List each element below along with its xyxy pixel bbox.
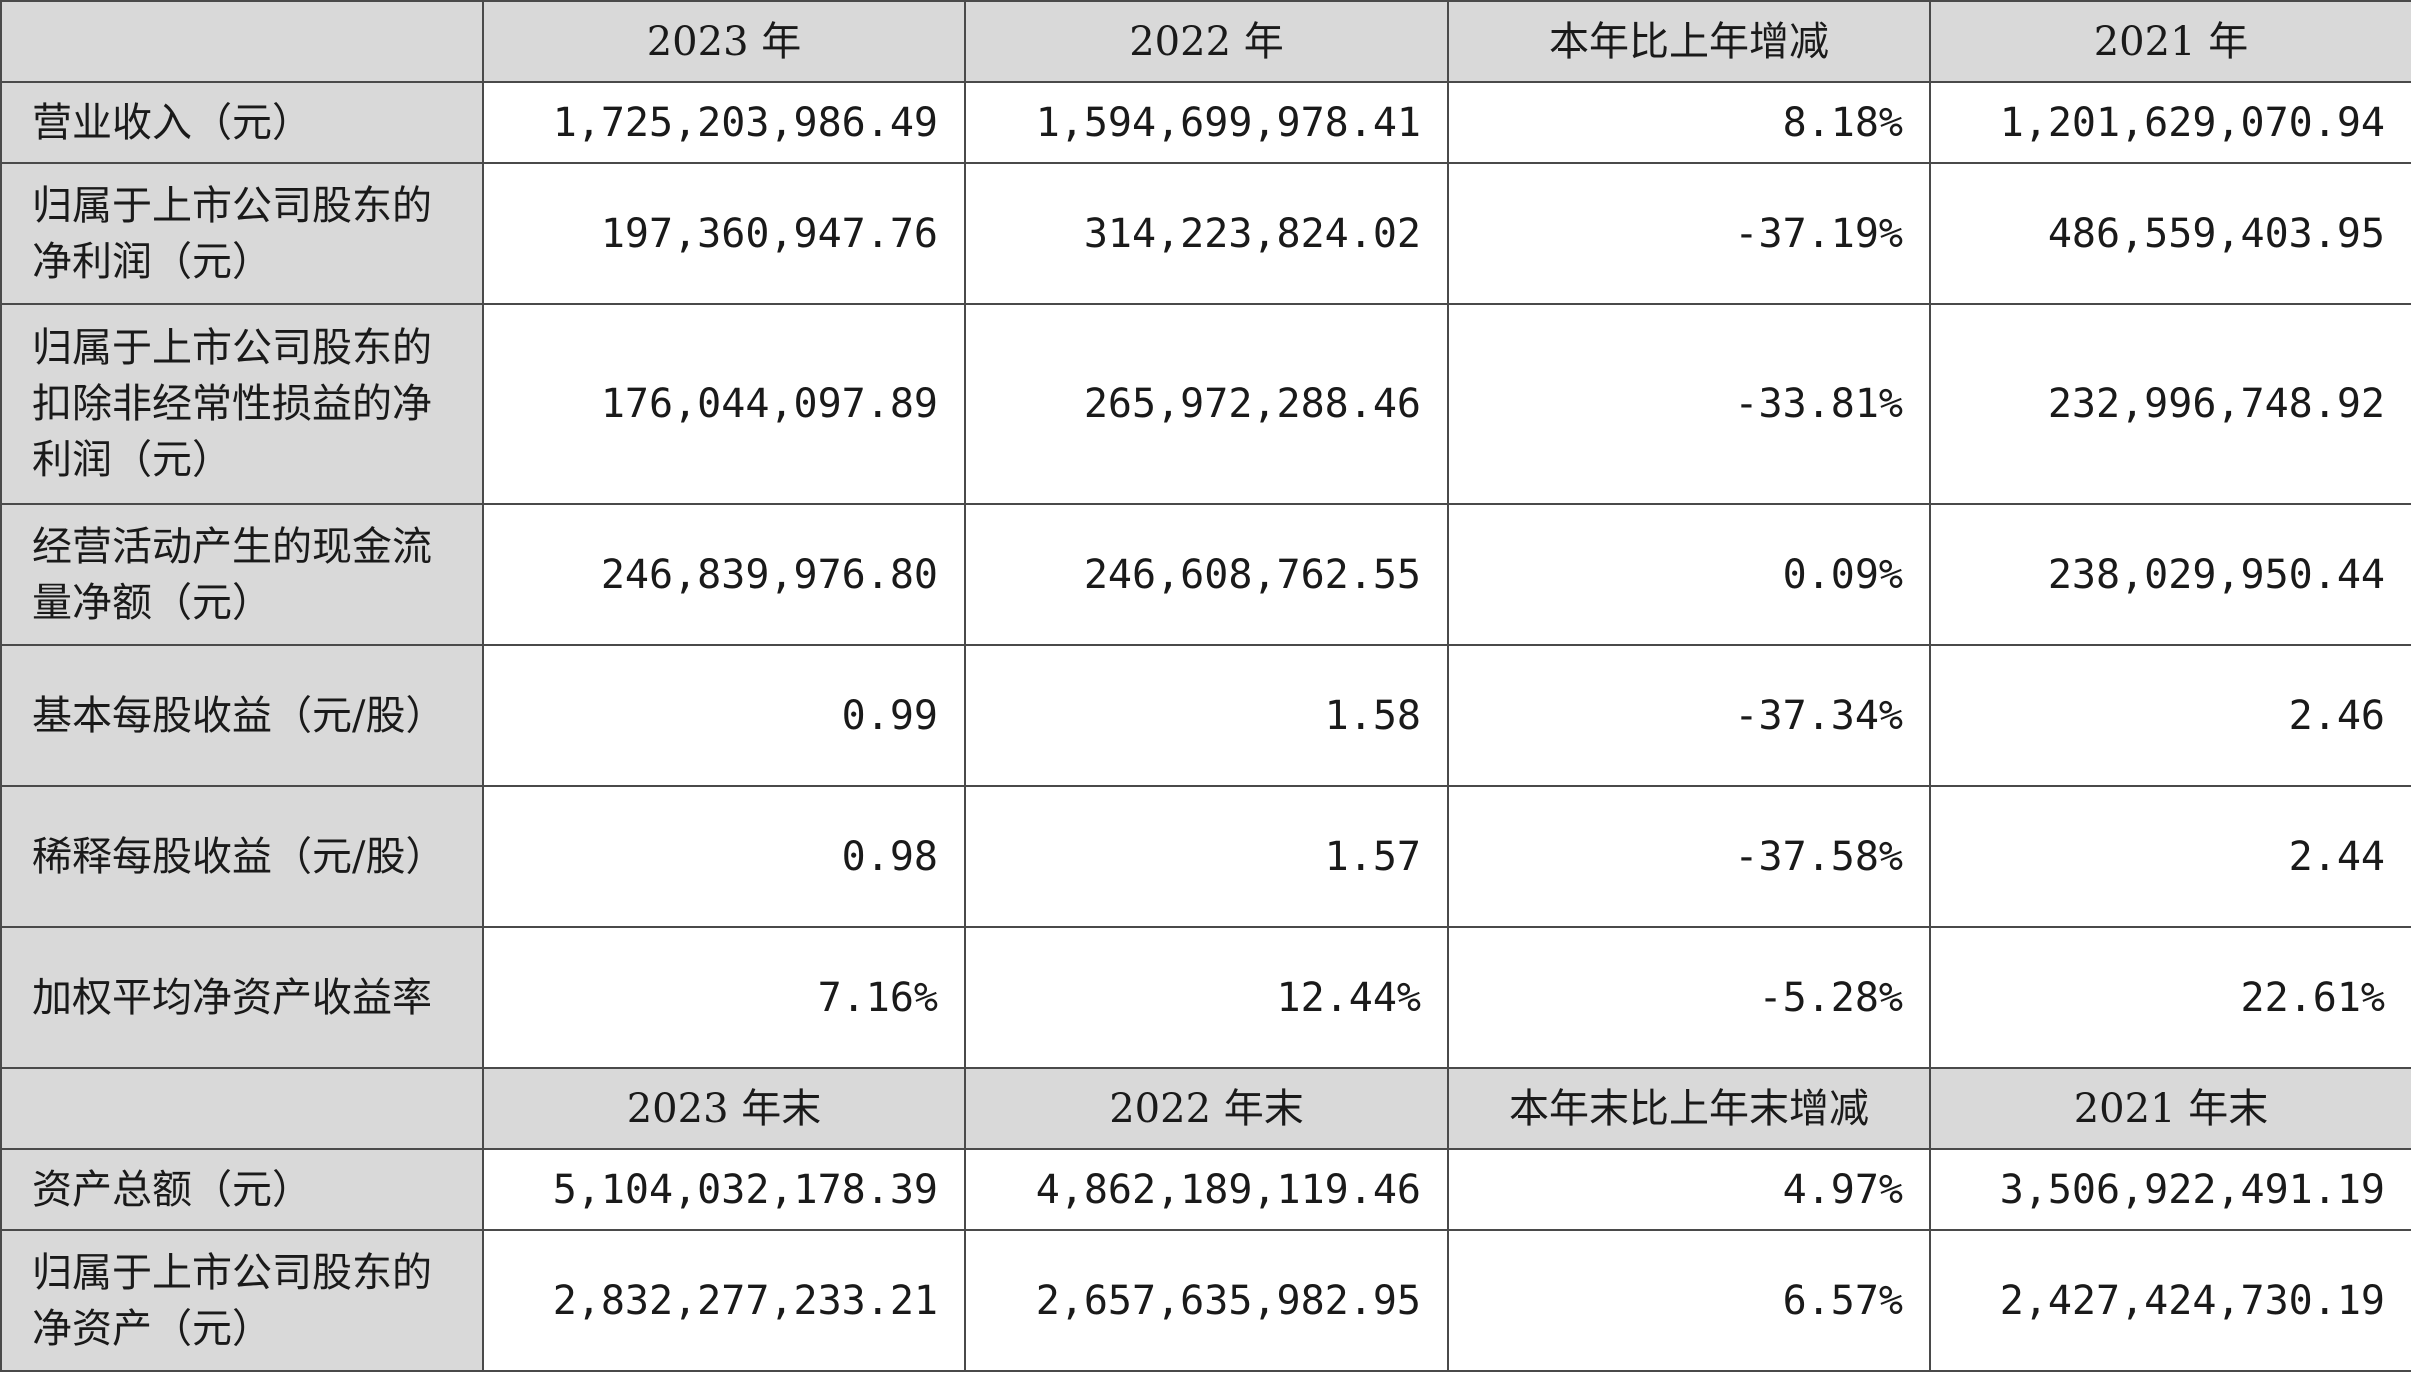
row-label: 营业收入（元） [0,81,484,164]
value-cell: 0.99 [482,644,966,787]
header-cell-2023: 2023 年 [482,0,966,83]
header-cell-blank [0,0,484,83]
value-cell: 238,029,950.44 [1929,503,2411,646]
value-cell: 2.44 [1929,785,2411,928]
table-row: 基本每股收益（元/股） 0.99 1.58 -37.34% 2.46 [0,644,2411,787]
value-cell: 7.16% [482,926,966,1069]
value-cell: 12.44% [964,926,1449,1069]
row-label: 经营活动产生的现金流量净额（元） [0,503,484,646]
header-cell-2021-end: 2021 年末 [1929,1067,2411,1150]
value-cell: 265,972,288.46 [964,303,1449,505]
table-header-row: 2023 年 2022 年 本年比上年增减 2021 年 [0,0,2411,83]
header-cell-2022: 2022 年 [964,0,1449,83]
change-cell: -5.28% [1447,926,1931,1069]
change-cell: 4.97% [1447,1148,1931,1231]
row-label: 归属于上市公司股东的净利润（元） [0,162,484,305]
value-cell: 1.57 [964,785,1449,928]
header-cell-2022-end: 2022 年末 [964,1067,1449,1150]
row-label: 加权平均净资产收益率 [0,926,484,1069]
value-cell: 2.46 [1929,644,2411,787]
change-cell: 6.57% [1447,1229,1931,1372]
table-row: 资产总额（元） 5,104,032,178.39 4,862,189,119.4… [0,1148,2411,1231]
row-label: 归属于上市公司股东的扣除非经常性损益的净利润（元） [0,303,484,505]
table-row: 稀释每股收益（元/股） 0.98 1.57 -37.58% 2.44 [0,785,2411,928]
header-cell-2021: 2021 年 [1929,0,2411,83]
row-label: 资产总额（元） [0,1148,484,1231]
change-cell: -33.81% [1447,303,1931,505]
table-row: 归属于上市公司股东的净利润（元） 197,360,947.76 314,223,… [0,162,2411,305]
header-cell-2023-end: 2023 年末 [482,1067,966,1150]
value-cell: 22.61% [1929,926,2411,1069]
value-cell: 2,427,424,730.19 [1929,1229,2411,1372]
table-row: 经营活动产生的现金流量净额（元） 246,839,976.80 246,608,… [0,503,2411,646]
value-cell: 1,594,699,978.41 [964,81,1449,164]
value-cell: 2,832,277,233.21 [482,1229,966,1372]
change-cell: 0.09% [1447,503,1931,646]
value-cell: 3,506,922,491.19 [1929,1148,2411,1231]
value-cell: 314,223,824.02 [964,162,1449,305]
table-row: 加权平均净资产收益率 7.16% 12.44% -5.28% 22.61% [0,926,2411,1069]
header-cell-change: 本年比上年增减 [1447,0,1931,83]
row-label: 归属于上市公司股东的净资产（元） [0,1229,484,1372]
table-row: 归属于上市公司股东的扣除非经常性损益的净利润（元） 176,044,097.89… [0,303,2411,505]
table-header-row-year-end: 2023 年末 2022 年末 本年末比上年末增减 2021 年末 [0,1067,2411,1150]
change-cell: -37.19% [1447,162,1931,305]
header-cell-change-end: 本年末比上年末增减 [1447,1067,1931,1150]
table-row: 归属于上市公司股东的净资产（元） 2,832,277,233.21 2,657,… [0,1229,2411,1372]
value-cell: 1.58 [964,644,1449,787]
value-cell: 486,559,403.95 [1929,162,2411,305]
value-cell: 246,839,976.80 [482,503,966,646]
value-cell: 1,725,203,986.49 [482,81,966,164]
change-cell: -37.34% [1447,644,1931,787]
row-label: 基本每股收益（元/股） [0,644,484,787]
change-cell: -37.58% [1447,785,1931,928]
header-cell-blank [0,1067,484,1150]
change-cell: 8.18% [1447,81,1931,164]
value-cell: 2,657,635,982.95 [964,1229,1449,1372]
table-row: 营业收入（元） 1,725,203,986.49 1,594,699,978.4… [0,81,2411,164]
value-cell: 176,044,097.89 [482,303,966,505]
row-label: 稀释每股收益（元/股） [0,785,484,928]
value-cell: 5,104,032,178.39 [482,1148,966,1231]
value-cell: 0.98 [482,785,966,928]
value-cell: 1,201,629,070.94 [1929,81,2411,164]
value-cell: 197,360,947.76 [482,162,966,305]
value-cell: 4,862,189,119.46 [964,1148,1449,1231]
value-cell: 232,996,748.92 [1929,303,2411,505]
value-cell: 246,608,762.55 [964,503,1449,646]
